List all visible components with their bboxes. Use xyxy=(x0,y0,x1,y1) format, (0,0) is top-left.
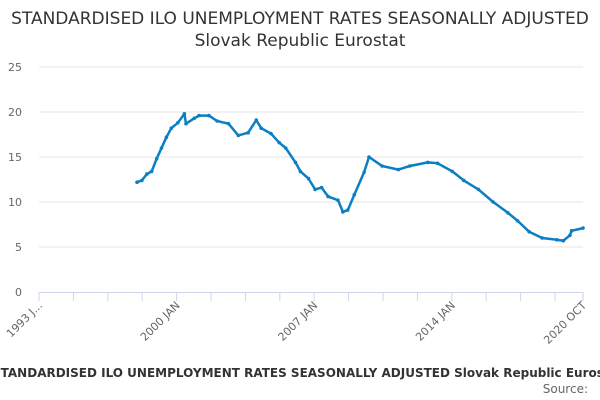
data-point xyxy=(207,113,211,118)
data-point xyxy=(215,119,219,123)
data-point xyxy=(226,121,231,126)
y-tick-label: 20 xyxy=(8,106,22,119)
data-point xyxy=(476,187,481,192)
data-point xyxy=(236,133,241,138)
data-point xyxy=(362,170,366,175)
source-label: Source: xyxy=(542,382,588,396)
data-point xyxy=(540,236,544,240)
data-point xyxy=(246,130,250,135)
y-tick-label: 15 xyxy=(8,151,22,164)
data-point xyxy=(569,229,574,233)
chart-title: STANDARDISED ILO UNEMPLOYMENT RATES SEAS… xyxy=(11,9,589,51)
chart-caption: STANDARDISED ILO UNEMPLOYMENT RATES SEAS… xyxy=(0,366,600,380)
data-point xyxy=(269,131,273,136)
data-point xyxy=(581,226,585,230)
data-point xyxy=(176,121,180,125)
data-point xyxy=(298,169,303,174)
data-point xyxy=(184,121,188,126)
data-point xyxy=(555,238,559,242)
data-point xyxy=(197,113,201,118)
data-point xyxy=(169,126,174,130)
x-tick-label: 2007 JAN xyxy=(276,299,321,344)
x-tick-label: 2000 JAN xyxy=(138,299,183,344)
data-point xyxy=(345,208,350,212)
data-point xyxy=(408,164,412,168)
data-point xyxy=(367,155,371,159)
data-point xyxy=(277,140,281,145)
data-point xyxy=(515,219,520,223)
y-tick-label: 25 xyxy=(8,61,22,74)
data-point xyxy=(159,146,164,150)
data-point xyxy=(568,233,572,238)
x-tick-label: 2020 OCT xyxy=(541,299,589,347)
data-point xyxy=(450,169,455,174)
data-point xyxy=(192,116,196,121)
data-point xyxy=(380,164,384,168)
data-point xyxy=(435,161,440,166)
data-point xyxy=(306,176,311,181)
data-point xyxy=(293,160,298,165)
data-point xyxy=(326,194,330,199)
data-point xyxy=(254,118,259,122)
data-point xyxy=(319,185,324,190)
data-point xyxy=(506,211,510,215)
data-point xyxy=(561,238,566,243)
y-tick-label: 10 xyxy=(8,196,22,209)
data-point xyxy=(283,146,288,150)
data-point xyxy=(527,229,531,234)
data-point xyxy=(461,178,466,183)
x-tick-label: 2014 JAN xyxy=(413,299,458,344)
data-point xyxy=(154,157,159,161)
data-point xyxy=(164,135,169,139)
x-tick-label: 1993 J... xyxy=(4,299,45,340)
data-point xyxy=(135,180,139,184)
data-point xyxy=(336,198,340,202)
data-point xyxy=(352,193,357,197)
data-point xyxy=(259,126,263,130)
data-point xyxy=(182,112,187,116)
data-point xyxy=(491,200,495,204)
y-tick-label: 0 xyxy=(15,286,22,299)
data-point xyxy=(341,210,345,214)
data-point xyxy=(149,169,154,174)
data-point xyxy=(145,172,149,176)
data-point xyxy=(140,178,144,183)
data-point xyxy=(313,187,317,192)
data-point xyxy=(426,160,430,165)
y-tick-label: 5 xyxy=(15,241,22,254)
data-point xyxy=(396,167,401,172)
